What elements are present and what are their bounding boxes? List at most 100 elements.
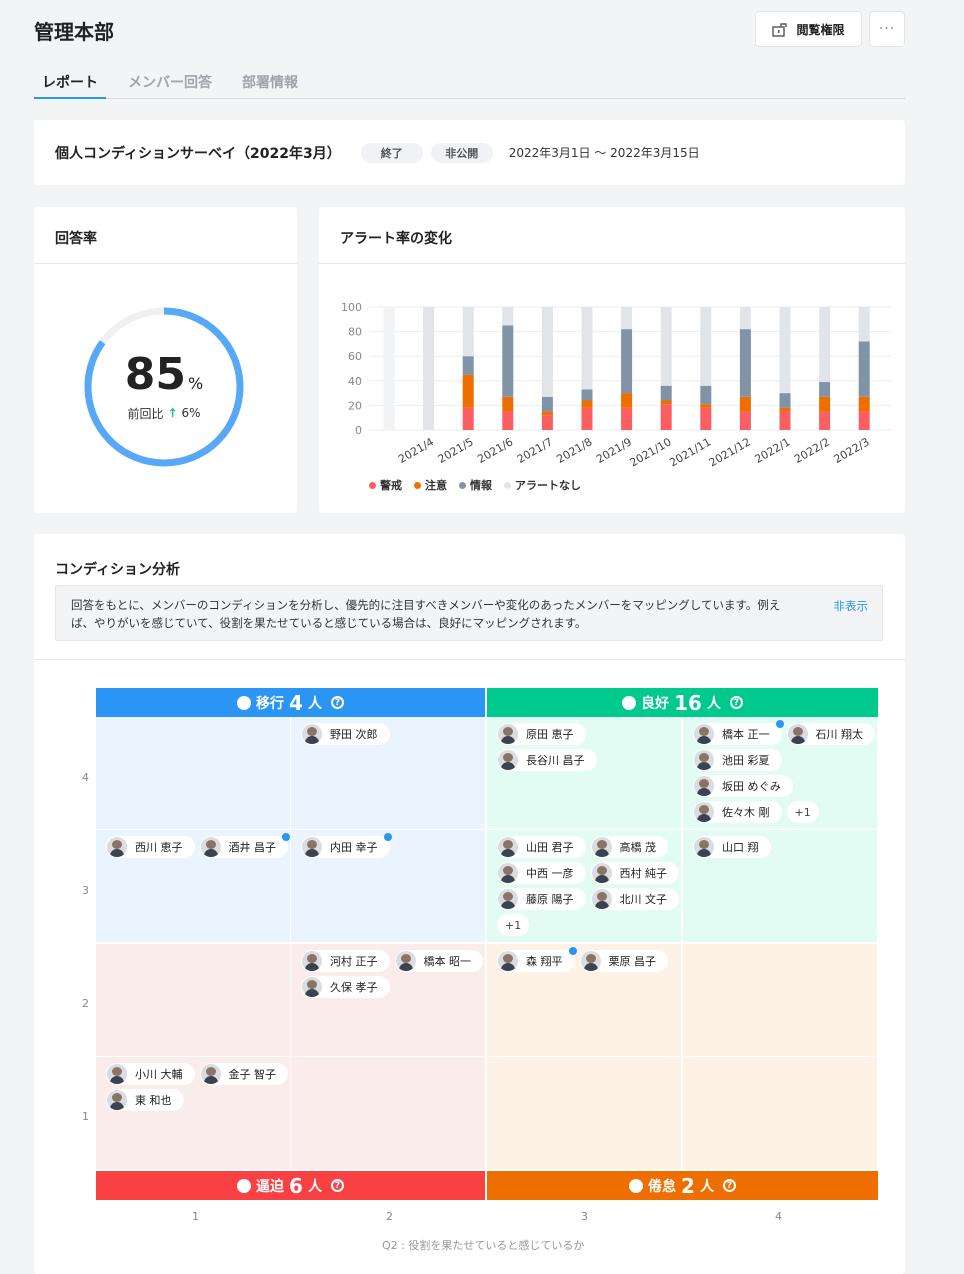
matrix-cell-r1c4 [683, 1057, 877, 1169]
help-icon[interactable]: ? [330, 696, 344, 709]
matrix-cell-r1c3 [487, 1057, 681, 1169]
member-chip[interactable]: 栗原 昌子 [579, 950, 668, 972]
svg-text:2021/5: 2021/5 [436, 435, 476, 466]
member-name: 山口 翔 [722, 841, 759, 854]
response-rate-card: 回答率 85 % 前回比 ↑ 6% [34, 207, 297, 513]
svg-text:20: 20 [348, 399, 362, 412]
member-chip[interactable]: 池田 彩夏 [693, 749, 782, 771]
member-chip[interactable]: 石川 翔太 [786, 723, 875, 745]
survey-period: 2022年3月1日 〜 2022年3月15日 [508, 146, 700, 160]
angry-face-icon [237, 1178, 252, 1193]
help-icon[interactable]: ? [330, 1179, 344, 1192]
avatar [302, 951, 322, 971]
y-tick-1: 1 [82, 1110, 89, 1123]
member-chip[interactable]: 橋本 昭一 [394, 950, 483, 972]
member-name: 高橋 茂 [619, 841, 657, 854]
matrix-cell-r2c4 [683, 944, 877, 1056]
member-chip[interactable]: 北川 文子 [590, 888, 679, 910]
member-chip[interactable]: 内田 幸子 [301, 833, 392, 858]
member-chip[interactable]: 藤原 陽子 [497, 888, 586, 910]
bar-segment [819, 411, 831, 430]
svg-text:2021/10: 2021/10 [628, 435, 674, 469]
member-chip[interactable]: 久保 孝子 [301, 976, 390, 998]
y-tick-2: 2 [82, 997, 89, 1010]
member-chip[interactable]: 橋本 正一 [693, 720, 784, 745]
response-rate-donut [84, 307, 244, 467]
member-chip[interactable]: 山口 翔 [693, 836, 771, 858]
member-chip[interactable]: 小川 大輔 [106, 1063, 195, 1085]
svg-text:2022/2: 2022/2 [792, 435, 832, 466]
member-chip[interactable]: 東 和也 [106, 1089, 184, 1111]
member-chip[interactable]: 西村 純子 [590, 862, 679, 884]
member-chip[interactable]: 酒井 昌子 [199, 833, 290, 858]
member-chip[interactable]: 原田 恵子 [497, 723, 586, 745]
member-chip[interactable]: 佐々木 剛 [693, 801, 782, 823]
member-chip[interactable]: 西川 恵子 [106, 836, 195, 858]
more-members-chip[interactable]: +1 [497, 914, 530, 936]
more-options-button[interactable]: ··· [869, 11, 905, 47]
bar-segment [502, 411, 514, 430]
bar-segment [660, 400, 672, 405]
avatar [302, 977, 322, 997]
bar-segment [502, 325, 514, 397]
member-chip[interactable]: 坂田 めぐみ [693, 775, 793, 797]
avatar [498, 951, 518, 971]
member-chip[interactable]: 長谷川 昌子 [497, 749, 597, 771]
info-box: 回答をもとに、メンバーのコンディションを分析し、優先的に注目すべきメンバーや変化… [55, 585, 883, 641]
bar-segment [541, 307, 553, 397]
quadrant-header-good[interactable]: 良好 16 人 ? [487, 688, 878, 717]
y-tick-4: 4 [82, 771, 89, 784]
change-indicator-dot [568, 947, 577, 955]
member-chip[interactable]: 高橋 茂 [590, 836, 668, 858]
response-rate-title: 回答率 [34, 207, 297, 264]
bar-segment [779, 307, 791, 394]
bar-segment [660, 307, 672, 386]
member-chip[interactable]: 山田 君子 [497, 836, 586, 858]
bar-segment [739, 396, 751, 412]
bar-segment [858, 396, 870, 412]
member-chip[interactable]: 河村 正子 [301, 950, 390, 972]
bar-segment [462, 356, 474, 375]
bar-segment [462, 307, 474, 357]
survey-card: 個人コンディションサーベイ（2022年3月） 終了 非公開 2022年3月1日 … [34, 120, 905, 185]
tab-department-info[interactable]: 部署情報 [242, 75, 298, 91]
avatar [694, 837, 714, 857]
bar-segment [819, 307, 831, 383]
matrix-cell-r4c3: 原田 恵子長谷川 昌子 [487, 717, 681, 829]
help-icon[interactable]: ? [722, 1179, 736, 1192]
member-chip[interactable]: 森 翔平 [497, 947, 577, 972]
bar-segment [660, 385, 672, 401]
bar-segment [621, 393, 633, 408]
avatar [498, 837, 518, 857]
bar-segment [581, 389, 593, 401]
avatar [787, 724, 808, 744]
bar-segment [581, 307, 593, 390]
more-members-chip[interactable]: +1 [786, 801, 819, 823]
matrix-cell-r2c1 [96, 944, 290, 1056]
member-chip[interactable]: 金子 智子 [199, 1063, 288, 1085]
x-tick-3: 3 [581, 1210, 588, 1223]
avatar [107, 837, 127, 857]
svg-text:2021/8: 2021/8 [554, 435, 594, 466]
member-name: 原田 恵子 [526, 728, 574, 741]
tab-member-answers[interactable]: メンバー回答 [128, 75, 212, 91]
avatar [694, 802, 714, 822]
ellipsis-icon: ··· [878, 21, 896, 37]
hide-info-link[interactable]: 非表示 [833, 599, 869, 613]
tab-report[interactable]: レポート [34, 66, 106, 99]
svg-text:2022/1: 2022/1 [752, 435, 792, 466]
tired-face-icon [629, 1178, 644, 1193]
member-chip[interactable]: 野田 次郎 [301, 723, 390, 745]
view-permission-button[interactable]: 閲覧権限 [755, 11, 862, 47]
member-name: 金子 智子 [228, 1068, 277, 1081]
compare-value: 6% [181, 406, 201, 420]
help-icon[interactable]: ? [729, 696, 743, 709]
member-name: 池田 彩夏 [722, 754, 770, 767]
avatar [498, 724, 518, 744]
member-chip[interactable]: 中西 一彦 [497, 862, 586, 884]
member-name: 中西 一彦 [526, 867, 574, 880]
